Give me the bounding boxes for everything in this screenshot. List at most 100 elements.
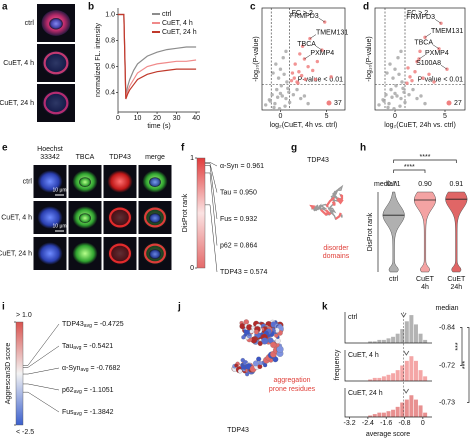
x-tick-label: -0.8 [398,420,410,427]
y-axis-label: Aggrescan3D score [5,343,12,405]
residue [234,363,239,368]
x-tick-label: -1.6 [380,420,392,427]
annotation-leader [318,17,325,23]
leader [23,345,60,368]
x-tick-label: 24h [450,284,462,291]
annotation-leader [432,44,440,50]
entry-subscript: avg [74,411,82,417]
leader [205,172,218,246]
entry-name: TDP43 [62,321,84,328]
cell-ring [43,51,69,75]
bar [395,370,400,381]
annotation-leader [424,33,432,38]
bar [395,333,400,343]
bar [409,356,414,381]
cell-ring [144,243,167,264]
point [277,107,282,111]
nucleus [79,177,91,188]
x-tick-label: -3.2 [344,420,356,427]
scale-bar-label: 10 μm [53,223,67,229]
point [275,87,279,92]
violin [382,191,405,273]
gene-label: TMEM131 [316,29,348,36]
point [290,71,295,75]
residue [249,329,254,334]
x-tick-label: 0 [278,113,282,120]
column-header: 33342 [40,154,60,161]
residue [261,337,269,345]
leader [205,165,218,220]
point [392,107,396,111]
entry-value: = 0.950 [233,189,257,196]
bar [404,321,409,343]
point [293,62,297,66]
entry-name: TDP43 [220,269,242,276]
point [306,64,310,69]
point [432,80,436,84]
legend-label: CuET, 24 h [162,29,197,36]
x-tick-label: 10 [134,115,142,122]
entry-name: Fus [62,409,74,416]
residue [270,341,277,348]
entry-label: Fusavg = -1.3842 [62,409,114,417]
point [389,87,393,92]
residue [237,369,243,374]
x-tick-label: 30 [173,115,181,122]
plot-frame [261,7,346,111]
residue [276,345,284,353]
cell [37,206,63,229]
line-series [118,13,197,98]
point [399,49,403,54]
point [400,80,404,84]
bar [391,373,396,381]
entry-subscript: avg [73,345,81,351]
violin [445,191,468,273]
point [289,78,294,83]
leader [23,367,60,375]
bar [418,370,423,381]
point [287,100,292,105]
plot-frame [374,7,466,111]
entry-value: = 0.574 [244,269,268,276]
point [306,101,310,106]
entry-name: p62 [62,387,74,394]
point [396,56,400,60]
nucleus [79,213,91,224]
y-axis-label: DisProt rank [367,212,374,251]
entry-value: = -1.1051 [84,387,114,394]
entry-label: α-Synavg = -0.7682 [62,365,120,373]
entry-label: TDP43avg = -0.4725 [62,321,124,329]
point [303,77,308,82]
residue [251,325,255,330]
cell [72,242,98,265]
point [418,49,422,54]
point [276,76,281,80]
median-title: median [436,305,459,312]
entry-value: = 0.932 [234,216,258,223]
point [405,81,409,85]
point [391,76,395,80]
residue [258,361,263,366]
entry-label: Tau = 0.950 [220,189,257,196]
gene-label: S100A8 [416,60,441,67]
bar [418,405,423,417]
column-header: TBCA [76,154,95,161]
cell-ring [108,243,131,264]
y-tick-label: 0 [190,265,194,272]
bar [386,374,391,381]
y-axis-label: DisProt rank [182,193,189,232]
entry-name: Fus [220,216,232,223]
point [385,71,389,75]
point [263,103,268,107]
violin [413,191,437,273]
row-label: CuET, 24 h [0,250,32,257]
residue [241,335,246,340]
row-label: CuET, 24 h [348,390,383,397]
x-tick-label: 5 [443,113,447,120]
legend-label: 27 [454,100,462,107]
bar [386,411,391,417]
row-label: ctrl [348,314,358,321]
significance-bracket [393,169,426,173]
point [402,90,406,94]
y-tick-label: 0.8 [105,37,115,44]
